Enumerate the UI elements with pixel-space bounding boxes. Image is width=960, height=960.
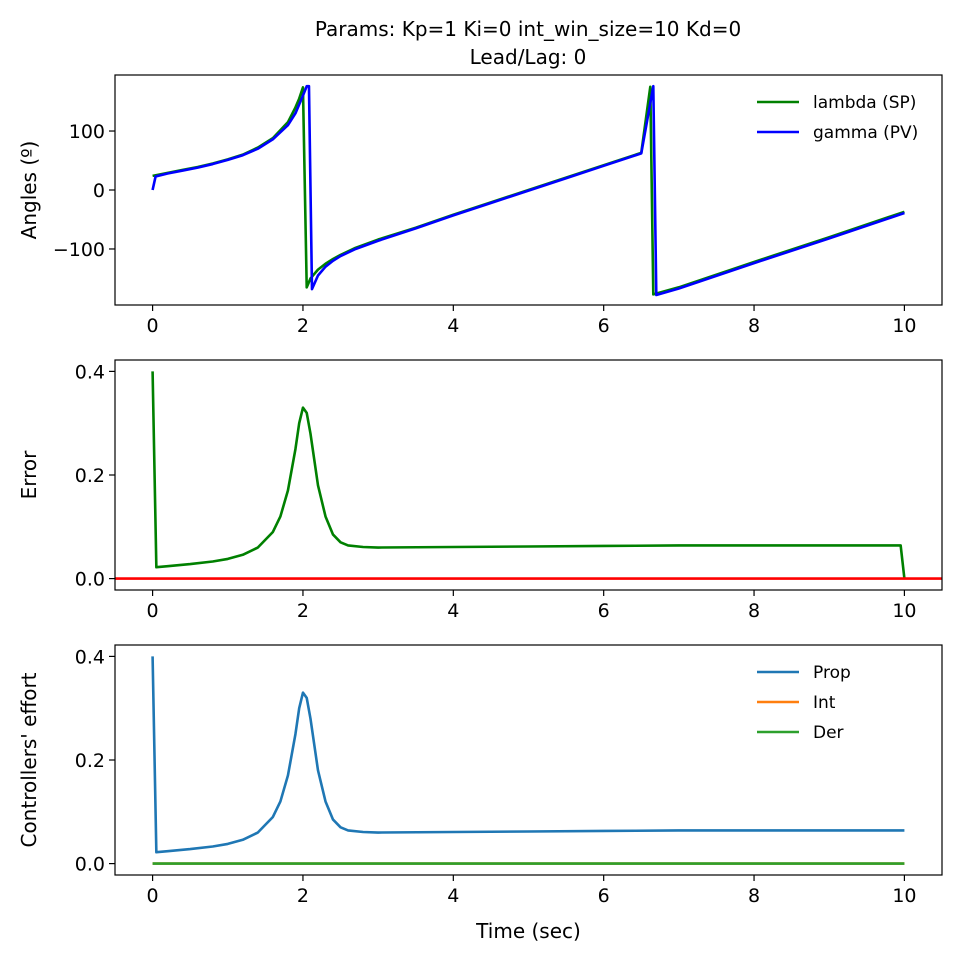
effort-x-tick-label: 10: [892, 885, 916, 907]
effort-x-tick-label: 8: [748, 885, 760, 907]
effort-legend: Prop Int Der: [757, 663, 851, 743]
error-x-tick-label: 4: [447, 600, 459, 622]
effort-x-tick-label: 2: [297, 885, 309, 907]
angles-x-tick-label: 6: [598, 315, 610, 337]
angles-x-tick-label: 8: [748, 315, 760, 337]
error-x-tick-label: 10: [892, 600, 916, 622]
error-y-tick-label: 0.2: [75, 465, 105, 487]
angles-legend-label: lambda (SP): [813, 93, 916, 113]
effort-legend-label: Der: [813, 723, 844, 743]
figure-title-line-2: Lead/Lag: 0: [470, 45, 587, 69]
angles-x-tick-label: 10: [892, 315, 916, 337]
figure-title-line-1: Params: Kp=1 Ki=0 int_win_size=10 Kd=0: [315, 17, 741, 41]
angles-y-tick-label: 100: [69, 121, 105, 143]
effort-y-tick-label: 0.0: [75, 854, 105, 876]
effort-x-tick-label: 6: [598, 885, 610, 907]
effort-y-tick-label: 0.4: [75, 646, 105, 668]
effort-x-tick-label: 4: [447, 885, 459, 907]
angles-x-tick-label: 4: [447, 315, 459, 337]
error-y-tick-label: 0.4: [75, 361, 105, 383]
error-x-tick-label: 8: [748, 600, 760, 622]
effort-x-axis-label: Time (sec): [475, 919, 581, 943]
error-series-line-0: [151, 371, 906, 579]
error-y-tick-label: 0.0: [75, 569, 105, 591]
angles-y-axis-label: Angles (º): [17, 141, 41, 240]
effort-series-line-prop: [151, 656, 905, 854]
effort-x-tick-label: 0: [147, 885, 159, 907]
angles-x-tick-label: 2: [297, 315, 309, 337]
effort-legend-label: Int: [813, 693, 836, 713]
angles-y-tick-label: −100: [53, 239, 105, 261]
angles-y-tick-label: 0: [93, 180, 105, 202]
error-x-tick-label: 2: [297, 600, 309, 622]
angles-series-line-gamma-pv: [151, 84, 905, 297]
angles-legend: lambda (SP) gamma (PV): [757, 93, 918, 143]
error-y-axis-label: Error: [17, 450, 41, 500]
effort-legend-label: Prop: [813, 663, 851, 683]
error-panel: 0 2 4 6 8 10 0.0 0.2 0.4 Error: [17, 359, 943, 622]
angles-legend-label: gamma (PV): [813, 123, 918, 143]
angles-panel: 0 2 4 6 8 10 −100 0 100 Angles (º) lambda (SP) gamm…: [17, 74, 943, 337]
error-x-tick-label: 6: [598, 600, 610, 622]
effort-y-tick-label: 0.2: [75, 750, 105, 772]
angles-x-tick-label: 0: [147, 315, 159, 337]
error-x-tick-label: 0: [147, 600, 159, 622]
controllers-effort-panel: 0 2 4 6 8 10 0.0 0.2 0.4 Controllers' effort Time …: [17, 644, 943, 943]
effort-y-axis-label: Controllers' effort: [17, 672, 41, 847]
